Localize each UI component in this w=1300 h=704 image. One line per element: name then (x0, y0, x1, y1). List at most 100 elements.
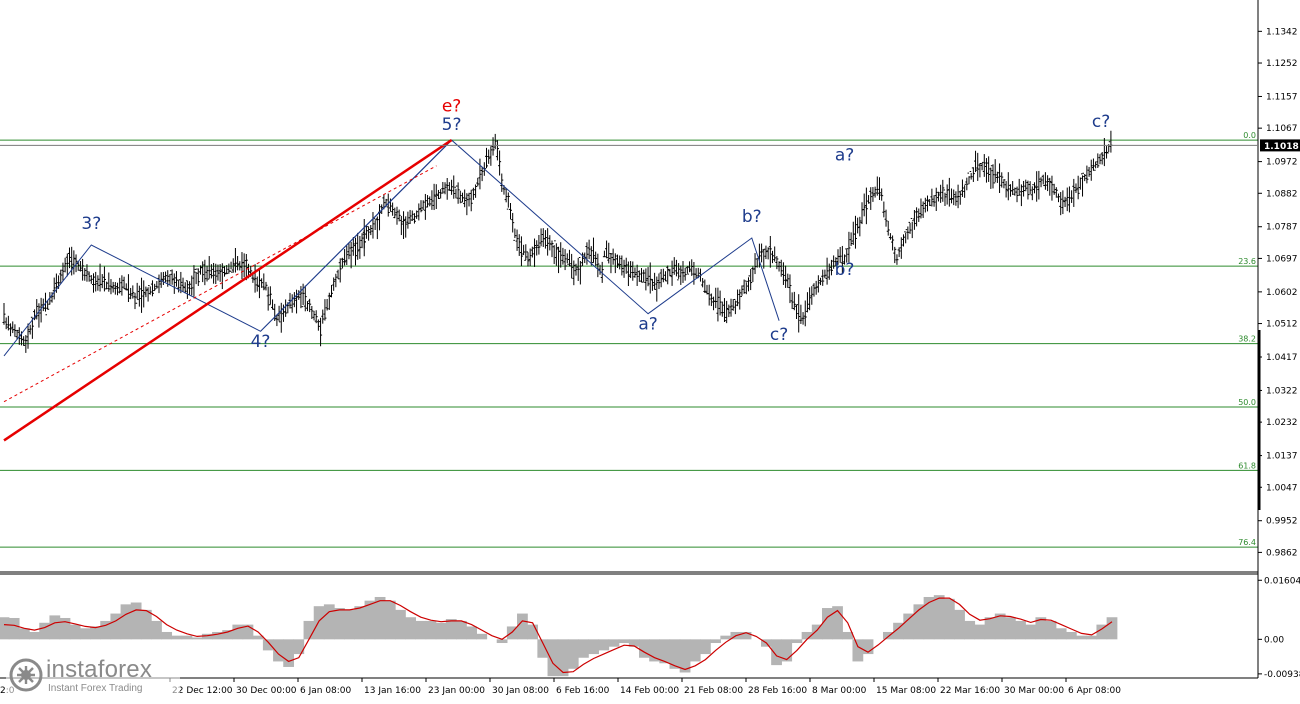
macd-histogram-bar (588, 639, 599, 655)
macd-histogram-bar (984, 617, 996, 640)
macd-histogram-bar (537, 639, 549, 658)
price-tick-label: 1.0972 (1266, 158, 1298, 168)
macd-histogram-bar (445, 619, 457, 640)
macd-histogram-bar (740, 631, 752, 640)
macd-histogram-bar (1076, 635, 1087, 640)
price-tick-label: 1.0417 (1266, 353, 1298, 363)
macd-histogram-bar (151, 620, 162, 640)
macd-histogram-bar (171, 635, 183, 640)
time-tick-label: 6 Apr 08:00 (1068, 686, 1121, 696)
wave-labels: 3? 4? 5?e? a? b? c? a? b? c? (81, 96, 1110, 352)
macd-histogram-bar (608, 639, 620, 647)
wave-label: b? (835, 260, 855, 280)
macd-histogram-bar (567, 639, 579, 669)
macd-histogram-bar (1086, 635, 1098, 640)
price-tick-label: 1.0882 (1266, 189, 1298, 199)
macd-panel: 0.01604 0.00 -0.00938 (0, 576, 1300, 680)
time-tick-label: 22 Mar 16:00 (940, 686, 1000, 696)
macd-histogram-bar (466, 626, 477, 640)
macd-histogram-bar (364, 600, 376, 640)
macd-histogram-bar (791, 639, 803, 644)
price-tick-label: 1.0512 (1266, 320, 1298, 330)
time-tick-label: 28 Feb 16:00 (748, 686, 807, 696)
price-tick-label: 1.1067 (1266, 124, 1298, 134)
time-tick-label: 30 Jan 08:00 (492, 686, 549, 696)
macd-histogram-bar (313, 606, 325, 640)
macd-histogram-bar (1004, 617, 1016, 640)
macd-histogram-bar (893, 622, 904, 640)
time-tick-label: 21 Feb 08:00 (684, 686, 743, 696)
macd-histogram-bar (954, 609, 965, 640)
macd-histogram-bar (100, 620, 112, 640)
wave-label: 3? (81, 214, 101, 234)
time-tick-label: 8 Mar 00:00 (812, 686, 867, 696)
wave-label: c? (770, 325, 788, 345)
macd-histogram-bar (110, 613, 122, 640)
macd-histogram-bar (130, 602, 142, 640)
wave-label: a? (638, 315, 657, 335)
fibonacci-levels: 0.0 23.6 38.2 50.0 61.8 76.4 (0, 131, 1258, 548)
macd-histogram-bar (18, 628, 30, 640)
macd-histogram-bar (59, 617, 71, 640)
macd-histogram-bar (232, 624, 244, 640)
time-tick-label: 30 Dec 00:00 (236, 686, 297, 696)
time-tick-label: 14 Feb 00:00 (620, 686, 679, 696)
macd-histogram-bar (771, 639, 782, 666)
macd-histogram-bar (801, 631, 813, 640)
macd-histogram-bar (405, 617, 416, 640)
macd-histogram-bar (1025, 624, 1037, 640)
wave-label: b? (742, 207, 762, 227)
price-tick-label: 1.1252 (1266, 59, 1298, 69)
price-tick-label: 1.1157 (1266, 92, 1298, 102)
macd-histogram-bar (659, 639, 671, 664)
macd-histogram-bar (852, 639, 864, 662)
macd-histogram-bar (334, 608, 345, 640)
macd-histogram-bar (0, 617, 10, 640)
macd-tick-label: 0.01604 (1264, 576, 1300, 586)
macd-histogram-bar (354, 606, 366, 640)
wave-label: 4? (251, 332, 271, 352)
time-tick-label: 6 Feb 16:00 (556, 686, 610, 696)
macd-histogram-bar (903, 613, 915, 640)
macd-histogram-bar (882, 631, 894, 640)
instaforex-emblem-icon (9, 658, 43, 692)
macd-histogram-bar (191, 637, 203, 640)
macd-histogram-bar (79, 628, 91, 640)
macd-histogram-bar (384, 600, 396, 640)
price-tick-label: 0.9862 (1266, 548, 1298, 558)
macd-histogram-bar (598, 639, 610, 651)
time-tick-label: 13 Jan 16:00 (364, 686, 421, 696)
trend-line (3, 139, 453, 442)
macd-histogram-bar (344, 609, 355, 640)
macd-histogram-bar (974, 624, 986, 640)
fib-level-label: 76.4 (1238, 538, 1256, 547)
macd-histogram-bar (933, 595, 945, 640)
macd-histogram-bar (273, 639, 284, 662)
macd-signal-line (3, 597, 1113, 674)
macd-histogram-bar (29, 631, 40, 640)
macd-histogram-bar (832, 606, 843, 640)
time-tick-label: 30 Mar 00:00 (1004, 686, 1064, 696)
macd-histogram-bar (943, 598, 955, 640)
macd-histogram-bar (557, 639, 569, 677)
macd-histogram-bar (628, 639, 640, 647)
macd-tick-label: 0.00 (1264, 635, 1284, 645)
macd-histogram-bar (710, 639, 721, 644)
macd-histogram-bar (425, 620, 437, 640)
macd-histogram-bar (1055, 628, 1067, 640)
macd-histogram-bar (527, 624, 538, 640)
wave-lines (3, 139, 780, 442)
fib-level-label: 38.2 (1238, 335, 1256, 344)
macd-histogram-bar (781, 639, 793, 662)
instaforex-logo: instaforex Instant Forex Trading (6, 655, 180, 697)
macd-histogram-bar (374, 596, 386, 640)
macd-histogram-bar (842, 631, 854, 640)
macd-histogram-bar (1106, 617, 1118, 640)
brand-subtitle: Instant Forex Trading (48, 683, 143, 694)
macd-histogram-bar (283, 639, 295, 667)
price-tick-label: 1.0602 (1266, 288, 1298, 298)
current-price-box (1260, 139, 1300, 152)
